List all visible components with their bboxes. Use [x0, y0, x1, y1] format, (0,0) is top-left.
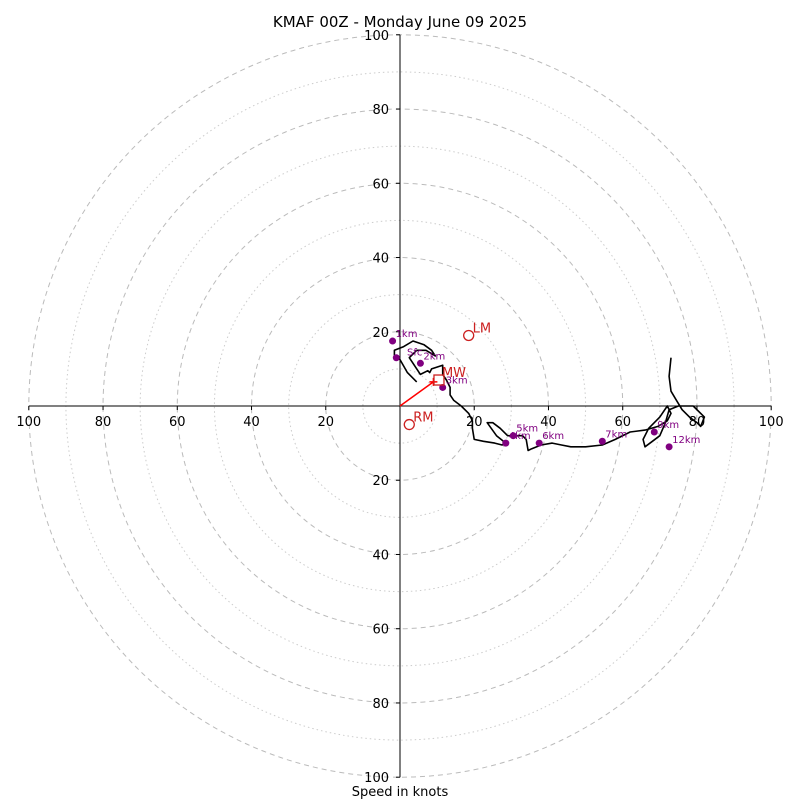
x-tick-label: 60: [614, 415, 631, 430]
y-tick-label: 20: [372, 326, 389, 341]
y-tick-label: 40: [372, 252, 389, 267]
height-point: [502, 439, 510, 447]
y-tick-label: 40: [372, 548, 389, 563]
x-tick-label: 100: [16, 415, 41, 430]
y-tick-label: 60: [372, 177, 389, 192]
height-label: 5km: [516, 424, 538, 435]
storm-motion-markers: MW LM RM: [399, 321, 491, 431]
height-label: 2km: [423, 351, 445, 362]
height-point: [392, 354, 400, 362]
x-tick-label: 80: [95, 415, 112, 430]
y-tick-label: 100: [364, 771, 389, 786]
height-label: 12km: [672, 435, 700, 446]
height-point: [535, 439, 543, 447]
left-mover-label: LM: [473, 321, 491, 336]
x-axis-label: Speed in knots: [352, 785, 449, 800]
shear-vector: [399, 381, 434, 407]
y-tick-labels: 100 80 60 40 20 20 40 60 80 100: [364, 29, 400, 786]
chart-title: KMAF 00Z - Monday June 09 2025: [273, 13, 527, 31]
height-label: 3km: [446, 375, 468, 386]
y-tick-label: 100: [364, 29, 389, 44]
height-point: [665, 443, 673, 451]
height-point: [439, 383, 447, 391]
surface-label: Sfc: [407, 348, 422, 359]
x-tick-label: 100: [759, 415, 784, 430]
x-tick-label: 40: [540, 415, 557, 430]
height-point: [598, 437, 606, 445]
mean-wind-marker: [433, 374, 445, 386]
y-tick-label: 60: [372, 623, 389, 638]
y-tick-label: 20: [372, 474, 389, 489]
height-point: [650, 428, 658, 436]
x-tick-label: 60: [169, 415, 186, 430]
right-mover-marker: [403, 418, 415, 431]
height-label: 9km: [657, 420, 679, 431]
height-point: [389, 337, 397, 345]
height-point: [416, 359, 424, 367]
x-tick-label: 20: [317, 415, 334, 430]
height-label: 6km: [542, 431, 564, 442]
mean-wind-label: MW: [442, 366, 466, 381]
y-tick-label: 80: [372, 103, 389, 118]
x-tick-label: 20: [466, 415, 483, 430]
height-label: 4km: [509, 431, 531, 442]
x-tick-label: 40: [243, 415, 260, 430]
y-tick-label: 80: [372, 697, 389, 712]
height-point: [509, 432, 517, 440]
height-label: 1km: [396, 329, 418, 340]
right-mover-label: RM: [413, 411, 433, 426]
height-label: 7km: [605, 429, 627, 440]
left-mover-marker: [463, 329, 475, 342]
